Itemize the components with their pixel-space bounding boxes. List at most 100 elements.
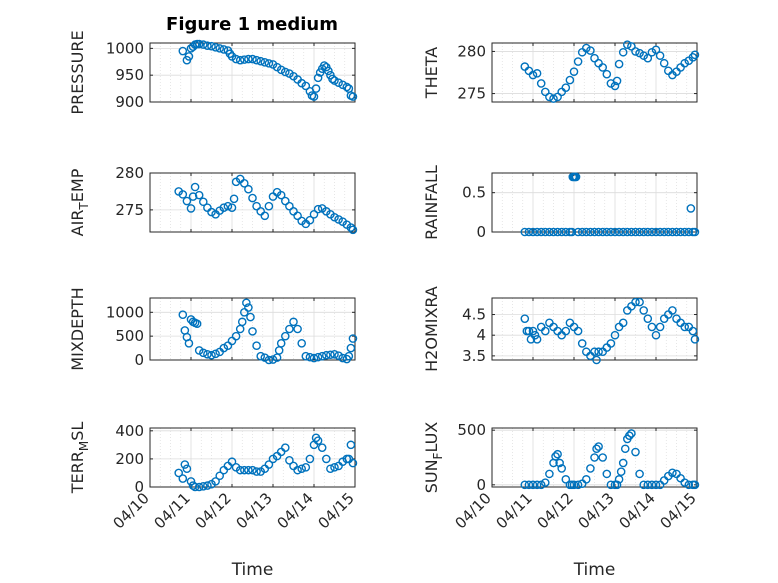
data-point (690, 480, 700, 490)
data-point (528, 227, 538, 237)
data-point (348, 458, 358, 468)
data-point (317, 351, 327, 361)
data-point (188, 481, 198, 490)
data-point (305, 215, 315, 225)
data-point (198, 40, 208, 49)
data-point (301, 81, 311, 91)
data-point (520, 480, 530, 490)
data-point (569, 480, 579, 490)
axes-box (149, 427, 356, 488)
data-point (198, 481, 208, 491)
data-point (235, 55, 245, 65)
x-tick-label: 04/15 (315, 489, 358, 532)
data-point (293, 324, 302, 334)
data-point (301, 351, 311, 361)
data-point (285, 324, 294, 334)
data-point (536, 79, 546, 88)
data-point (553, 92, 562, 102)
figure-title: Figure 1 medium (166, 14, 338, 35)
data-point (248, 54, 257, 64)
data-point (602, 343, 612, 352)
data-point (328, 74, 337, 84)
data-point (647, 322, 657, 332)
data-point (627, 301, 636, 311)
data-point (676, 63, 685, 72)
data-point (256, 351, 266, 361)
data-point (321, 350, 331, 360)
y-tick-label: 200 (115, 450, 144, 468)
data-point (541, 326, 550, 336)
data-point (264, 59, 274, 68)
data-point (326, 350, 335, 360)
axes-box (149, 297, 356, 361)
data-point (203, 349, 212, 359)
data-point (215, 44, 224, 53)
data-point (280, 196, 290, 206)
data-point (618, 47, 628, 57)
data-point (194, 190, 204, 200)
data-point (549, 322, 558, 332)
x-tick-label: 04/10 (452, 489, 495, 532)
data-point (614, 59, 624, 69)
data-point (520, 314, 530, 323)
data-point (313, 204, 323, 214)
data-point (545, 227, 554, 237)
data-point (639, 480, 649, 490)
data-point (536, 322, 546, 332)
data-point (289, 207, 298, 216)
data-point (553, 449, 562, 459)
data-point (623, 227, 632, 237)
data-point (664, 227, 673, 237)
data-point (313, 73, 323, 83)
data-point (248, 465, 257, 475)
data-point (567, 227, 577, 237)
y-tick-label: 0 (476, 223, 486, 241)
data-point (577, 227, 587, 237)
data-point (606, 339, 616, 348)
data-point (647, 227, 657, 237)
data-point (627, 42, 636, 51)
data-point (264, 355, 274, 365)
data-point (334, 78, 343, 87)
data-point (313, 352, 323, 362)
data-point (545, 92, 554, 102)
data-point (227, 203, 237, 212)
data-point (276, 339, 286, 348)
y-tick-label: 0.5 (462, 184, 486, 202)
data-point (590, 227, 599, 237)
data-point (561, 227, 571, 237)
data-point (239, 465, 249, 475)
data-point (342, 82, 352, 92)
data-point (194, 482, 204, 492)
data-point (293, 211, 302, 221)
data-point (635, 469, 644, 479)
data-point (553, 227, 562, 237)
data-point (229, 194, 239, 204)
data-point (618, 227, 628, 237)
data-point (573, 57, 583, 66)
data-point (309, 353, 319, 363)
data-point (311, 84, 321, 93)
data-point (239, 179, 249, 188)
y-tick-label: 3.5 (462, 347, 486, 365)
data-point (606, 480, 616, 490)
data-point (668, 306, 677, 315)
data-point (602, 69, 612, 79)
data-point (231, 331, 241, 341)
data-point (680, 322, 690, 332)
axes-box (149, 42, 356, 103)
data-point (524, 227, 534, 237)
axes-box (491, 42, 698, 103)
data-point (313, 436, 323, 445)
data-point (330, 212, 339, 222)
data-point (242, 298, 251, 308)
x-tick-label: 04/11 (493, 489, 536, 532)
data-point (555, 458, 564, 468)
subplot-6: 3.5 4 4.5 H2OMIXRA (422, 286, 700, 372)
data-point (592, 444, 601, 454)
x-tick-label: 04/13 (233, 489, 276, 532)
data-point (207, 350, 216, 360)
data-point (285, 201, 294, 211)
data-point (330, 349, 339, 359)
